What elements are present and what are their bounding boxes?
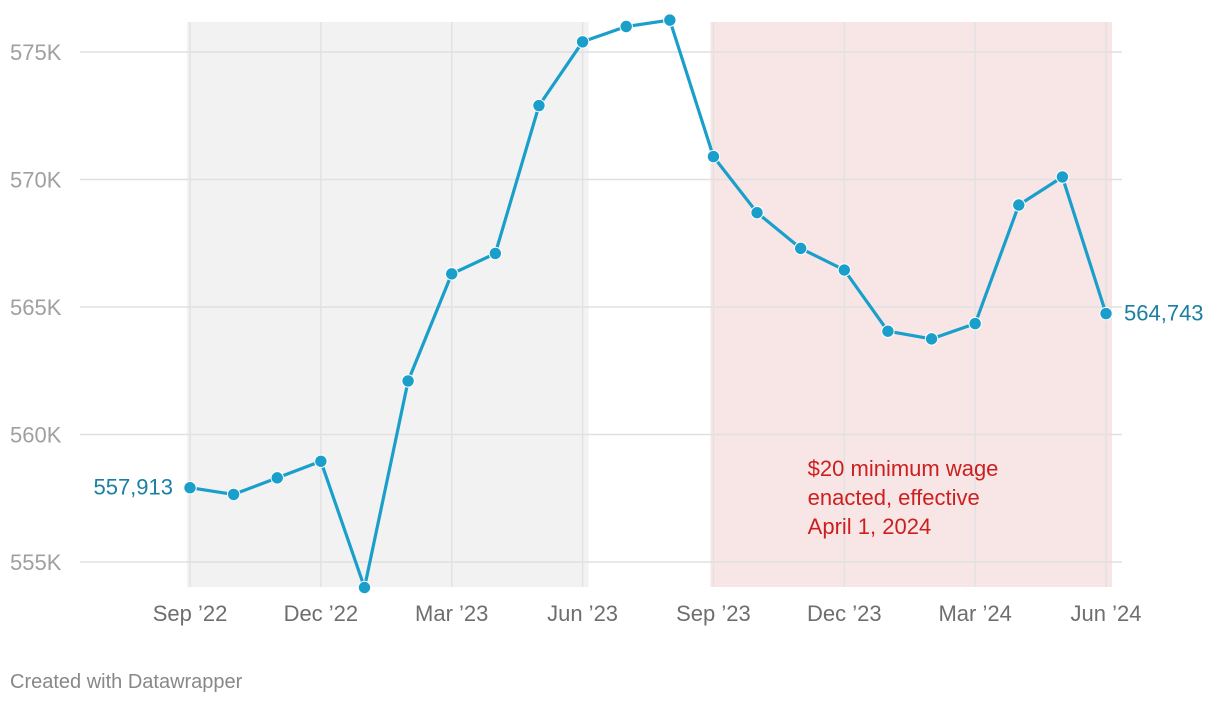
data-point-2023-10 [750, 205, 764, 220]
data-point-2023-11 [793, 241, 808, 256]
y-tick-label: 555K [10, 550, 62, 575]
end-value-label: 564,743 [1124, 301, 1204, 326]
series-line [189, 18, 1108, 590]
x-tick-label: Jun ’23 [547, 601, 618, 626]
data-point-2022-10 [226, 487, 241, 502]
data-point-2023-03 [445, 267, 459, 281]
data-point-2024-04 [1012, 198, 1026, 212]
y-tick-label: 575K [10, 40, 62, 65]
data-point-2023-02 [401, 374, 415, 388]
x-tick-label: Dec ’23 [807, 601, 882, 626]
x-tick-label: Dec ’22 [284, 601, 359, 626]
data-point-2023-07 [619, 19, 633, 34]
annotation-line: $20 minimum wage [808, 456, 999, 481]
shaded-period-1 [710, 22, 1113, 587]
data-point-2023-01 [357, 580, 372, 595]
x-tick-label: Sep ’22 [153, 601, 228, 626]
shaded-period-0 [187, 22, 589, 587]
y-tick-label: 560K [10, 423, 62, 448]
x-tick-label: Mar ’24 [938, 601, 1011, 626]
data-point-2024-05 [1055, 170, 1070, 184]
x-tick-label: Mar ’23 [415, 601, 488, 626]
data-point-2023-09 [706, 149, 721, 164]
data-point-2023-06 [575, 35, 590, 49]
y-tick-label: 570K [10, 168, 62, 193]
data-point-2024-03 [968, 316, 982, 331]
data-point-2024-01 [881, 324, 895, 338]
data-point-2023-05 [532, 98, 546, 113]
x-tick-label: Sep ’23 [676, 601, 751, 626]
data-point-2022-11 [270, 471, 284, 485]
footer-credit: Created with Datawrapper [10, 671, 243, 693]
data-point-2022-12 [314, 454, 328, 468]
y-tick-label: 565K [10, 295, 62, 320]
data-point-2023-12 [837, 263, 851, 277]
start-value-label: 557,913 [93, 475, 173, 500]
data-point-2023-04 [488, 246, 503, 261]
data-point-2024-06 [1099, 306, 1113, 321]
annotation-line: April 1, 2024 [808, 514, 932, 539]
data-point-2023-08 [663, 13, 677, 27]
data-point-2024-02 [924, 332, 939, 346]
annotation-line: enacted, effective [808, 485, 980, 510]
data-point-2022-09 [183, 481, 197, 495]
x-tick-label: Jun ’24 [1071, 601, 1142, 626]
